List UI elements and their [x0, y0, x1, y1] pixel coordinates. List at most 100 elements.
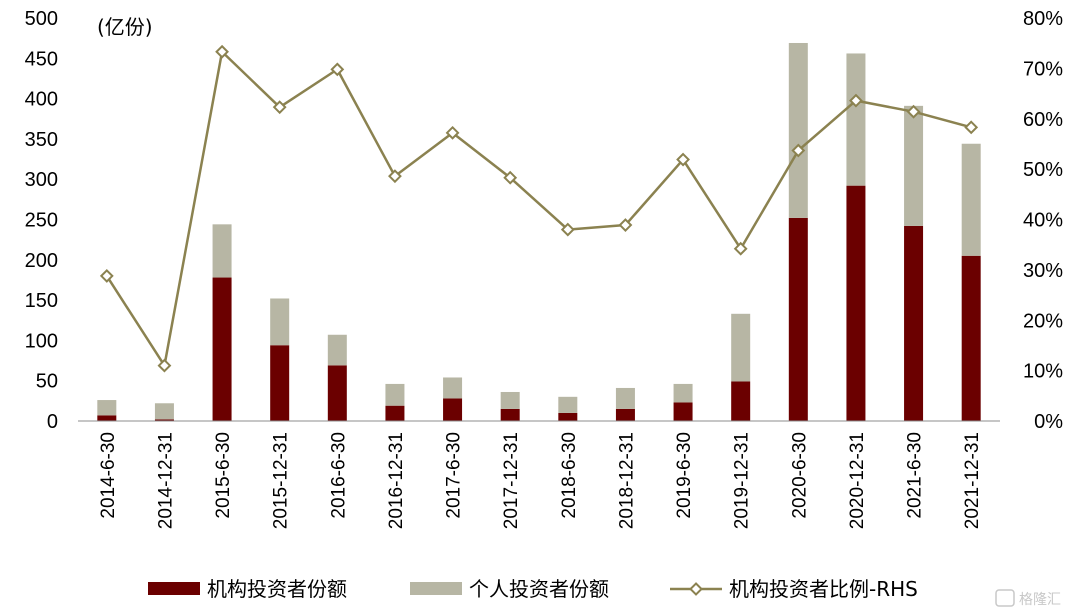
bar-individual: [500, 391, 520, 409]
bar-individual: [558, 396, 578, 413]
ratio-point: [99, 269, 114, 283]
bar-institutional: [846, 185, 866, 421]
x-tick-label: 2021-12-31: [962, 432, 983, 529]
x-tick-label: 2019-6-30: [674, 432, 695, 519]
y-left-tick-label: 200: [25, 250, 58, 272]
y-right-tick-label: 30%: [1023, 260, 1063, 282]
x-axis: 2014-6-30 2014-12-31 2015-6-30 2015-12-31 20…: [98, 432, 983, 529]
bar-institutional: [558, 412, 578, 421]
y-left-tick-label: 50: [36, 371, 58, 393]
ratio-point: [330, 62, 345, 77]
bar-institutional: [443, 398, 463, 421]
x-tick-label: 2019-12-31: [732, 432, 753, 529]
y-axis-unit-label: (亿份): [97, 15, 153, 39]
ratio-point: [272, 100, 287, 115]
bar-individual: [97, 400, 117, 416]
bar-individual: [846, 53, 866, 186]
bar-institutional: [212, 277, 232, 421]
ratio-point: [791, 143, 806, 158]
y-left-tick-label: 250: [25, 210, 58, 232]
x-tick-label: 2014-12-31: [155, 432, 176, 529]
bar-institutional: [154, 419, 174, 421]
y-left-tick-label: 350: [25, 129, 58, 151]
y-axis-left: 0 50 100 150 200 250 300 350 400 450 500: [25, 8, 58, 433]
y-right-tick-label: 50%: [1023, 159, 1063, 181]
x-tick-label: 2015-12-31: [271, 432, 292, 529]
watermark-text: 格隆汇: [1019, 592, 1061, 608]
x-tick-label: 2016-6-30: [328, 432, 349, 519]
bar-institutional: [270, 345, 290, 421]
ratio-point: [964, 120, 979, 135]
bar-individual: [731, 313, 751, 382]
x-tick-label: 2021-6-30: [905, 432, 926, 519]
x-tick-label: 2016-12-31: [386, 432, 407, 529]
y-left-tick-label: 500: [25, 8, 58, 30]
bar-individual: [385, 383, 405, 406]
ratio-line-series: [99, 44, 979, 373]
y-right-tick-label: 60%: [1023, 109, 1063, 131]
y-left-tick-label: 0: [47, 411, 58, 433]
bar-individual: [673, 383, 693, 403]
y-right-tick-label: 70%: [1023, 58, 1063, 80]
watermark: 格隆汇: [995, 589, 1061, 608]
x-tick-label: 2020-12-31: [847, 432, 868, 529]
legend-label-ratio: 机构投资者比例-RHS: [729, 577, 918, 601]
ratio-point: [560, 222, 575, 237]
ratio-line: [105, 50, 972, 367]
bar-individual: [788, 42, 808, 218]
ratio-point: [733, 241, 748, 256]
bar-institutional: [385, 405, 405, 421]
legend-swatch-individual: [410, 582, 462, 595]
ratio-point: [849, 93, 863, 108]
ratio-point: [676, 152, 690, 167]
legend-swatch-institutional: [148, 582, 200, 595]
y-left-tick-label: 300: [25, 169, 58, 191]
bar-individual: [904, 105, 924, 226]
bar-institutional: [97, 415, 117, 421]
y-right-tick-label: 80%: [1023, 8, 1063, 30]
bar-institutional: [327, 365, 347, 421]
bar-institutional: [788, 217, 808, 421]
ratio-point: [503, 170, 518, 185]
y-left-tick-label: 100: [25, 330, 58, 352]
bar-individual: [327, 334, 347, 366]
y-right-tick-label: 40%: [1023, 210, 1063, 232]
legend-swatch-ratio-marker: [689, 582, 703, 596]
legend: 机构投资者份额 个人投资者份额 机构投资者比例-RHS: [148, 577, 918, 601]
y-right-tick-label: 20%: [1023, 310, 1063, 332]
ratio-point: [618, 218, 633, 232]
x-tick-label: 2020-6-30: [789, 432, 810, 519]
legend-label-individual: 个人投资者份额: [469, 577, 609, 601]
y-left-tick-label: 450: [25, 48, 58, 70]
y-right-tick-label: 10%: [1023, 361, 1063, 383]
bar-institutional: [500, 408, 520, 421]
x-tick-label: 2017-6-30: [444, 432, 465, 519]
legend-label-institutional: 机构投资者份额: [207, 577, 347, 601]
ratio-point: [388, 169, 402, 184]
bars: [97, 42, 981, 421]
y-right-tick-label: 0%: [1034, 411, 1063, 433]
x-tick-label: 2017-12-31: [501, 432, 522, 529]
ratio-point: [906, 104, 921, 119]
ratio-point: [445, 125, 460, 140]
bar-individual: [270, 298, 290, 346]
bar-institutional: [904, 225, 924, 421]
bar-individual: [212, 224, 232, 278]
bar-individual: [961, 143, 981, 256]
x-tick-label: 2014-6-30: [98, 432, 119, 519]
y-left-tick-label: 400: [25, 89, 58, 111]
x-tick-label: 2015-6-30: [213, 432, 234, 519]
bar-individual: [443, 377, 463, 399]
bar-institutional: [615, 408, 635, 421]
ratio-point: [157, 358, 172, 373]
bar-individual: [154, 403, 174, 420]
ratio-point: [215, 44, 229, 59]
x-tick-label: 2018-12-31: [616, 432, 637, 529]
bar-institutional: [673, 402, 693, 421]
y-axis-right: 0% 10% 20% 30% 40% 50% 60% 70% 80%: [1023, 8, 1063, 433]
bar-institutional: [961, 255, 981, 421]
bar-individual: [615, 387, 635, 409]
y-left-tick-label: 150: [25, 290, 58, 312]
x-tick-label: 2018-6-30: [559, 432, 580, 519]
